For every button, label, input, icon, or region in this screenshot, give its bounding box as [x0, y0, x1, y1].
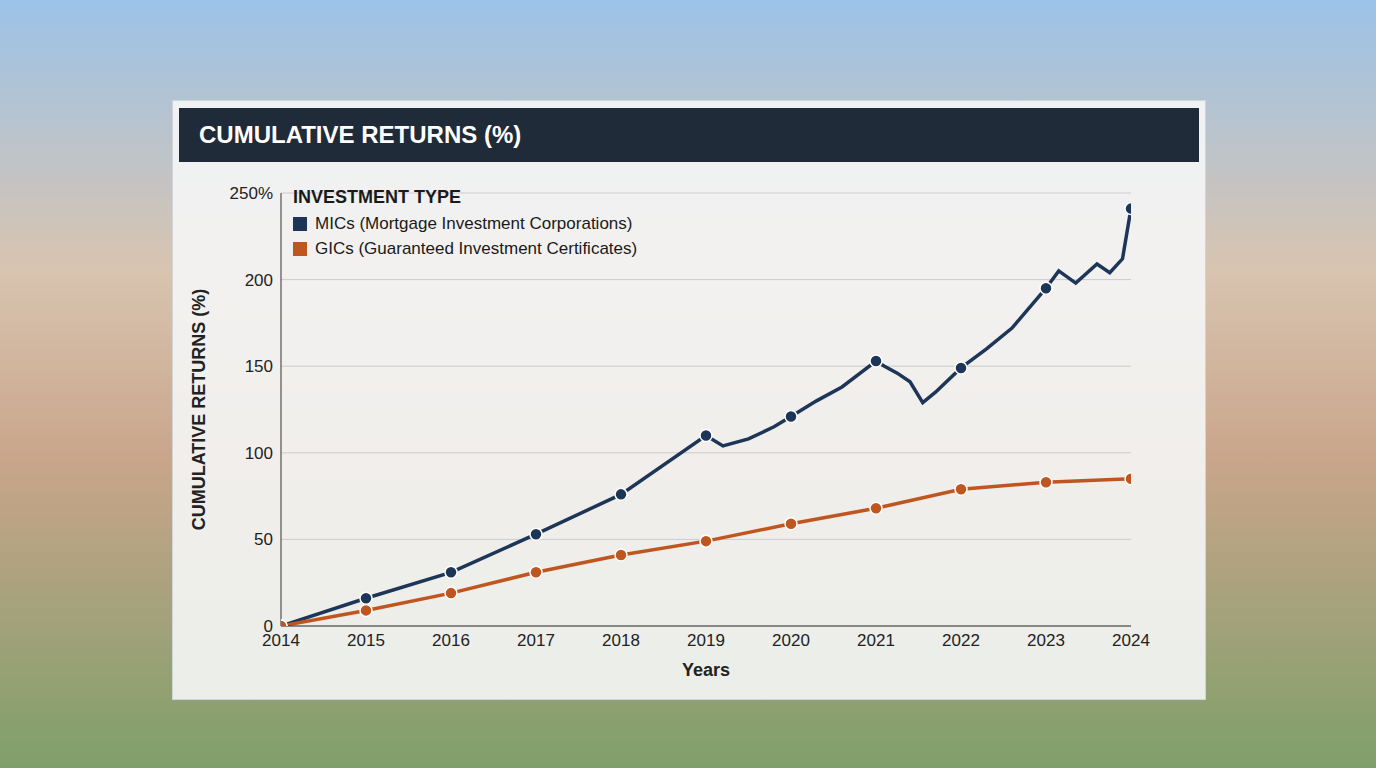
svg-text:200: 200 — [245, 271, 273, 290]
svg-text:2014: 2014 — [262, 631, 300, 651]
svg-text:2015: 2015 — [347, 631, 385, 650]
svg-text:100: 100 — [245, 444, 273, 463]
svg-text:2024: 2024 — [1112, 631, 1150, 650]
svg-text:Years: Years — [682, 660, 730, 680]
html-text:CUMULATIVE RETURNS (%): CUMULATIVE RETURNS (%) — [199, 121, 522, 148]
html-text:MICs (Mortgage Investment Corp: MICs (Mortgage Investment Corporations) — [315, 214, 633, 233]
svg-text:CUMULATIVE RETURNS (%): CUMULATIVE RETURNS (%) — [189, 289, 209, 531]
svg-text:2021: 2021 — [857, 631, 895, 650]
html-text:GICs (Guaranteed Investment Ce: GICs (Guaranteed Investment Certificates… — [315, 239, 638, 258]
svg-text:2022: 2022 — [942, 631, 980, 650]
svg-text:2019: 2019 — [687, 631, 725, 650]
svg-text:150: 150 — [245, 357, 273, 376]
svg-text:250%: 250% — [230, 184, 273, 203]
svg-text:2023: 2023 — [1027, 631, 1065, 650]
svg-text:2018: 2018 — [602, 631, 640, 650]
svg-text:50: 50 — [254, 530, 273, 549]
svg-text:2017: 2017 — [517, 631, 555, 650]
html-text:INVESTMENT TYPE: INVESTMENT TYPE — [293, 187, 461, 207]
svg-text:2020: 2020 — [772, 631, 810, 650]
svg-text:0: 0 — [264, 617, 273, 636]
svg-text:2016: 2016 — [432, 631, 470, 650]
